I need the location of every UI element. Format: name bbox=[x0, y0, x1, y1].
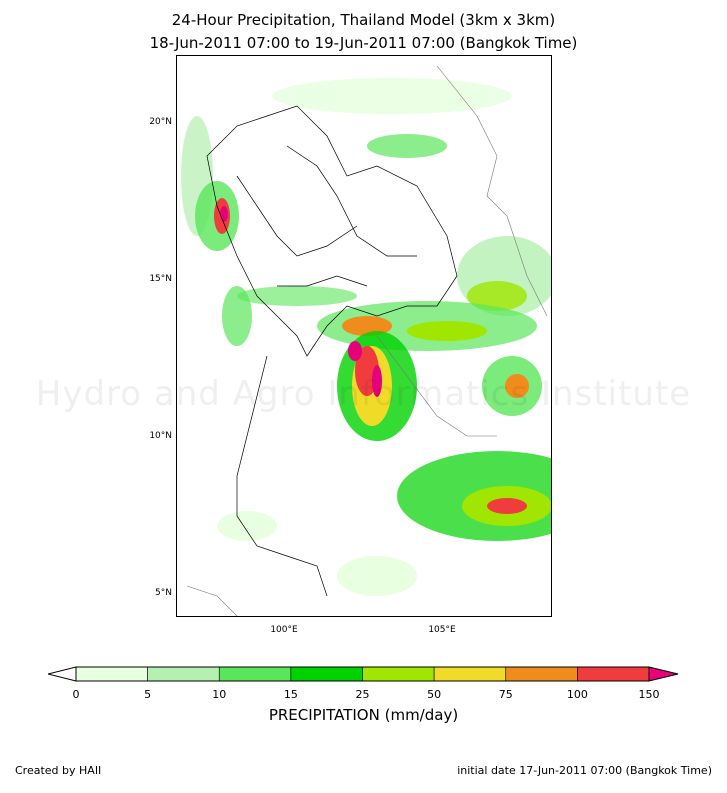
colorbar-tick-label: 150 bbox=[638, 688, 660, 701]
colorbar-segment bbox=[362, 666, 435, 682]
lat-label-15n: 15°N bbox=[149, 274, 172, 284]
colorbar-tick-label: 100 bbox=[566, 688, 588, 701]
initial-date-text: initial date 17-Jun-2011 07:00 (Bangkok … bbox=[457, 764, 712, 777]
watermark-text: Hydro and Agro Informatics Institute bbox=[35, 374, 692, 414]
lat-label-10n: 10°N bbox=[149, 431, 172, 441]
colorbar-min-arrow bbox=[48, 666, 77, 682]
lat-label-5n: 5°N bbox=[155, 588, 172, 598]
colorbar-tick-label: 0 bbox=[72, 688, 80, 701]
colorbar-segments bbox=[75, 666, 650, 682]
colorbar-segment bbox=[218, 666, 292, 682]
colorbar-label: PRECIPITATION (mm/day) bbox=[268, 706, 459, 724]
colorbar-segment bbox=[505, 666, 578, 682]
colorbar-tick-label: 75 bbox=[498, 688, 513, 701]
lon-label-100e: 100°E bbox=[270, 625, 298, 635]
colorbar-segment bbox=[577, 666, 650, 682]
colorbar-max-arrow bbox=[648, 666, 679, 682]
created-by-text: Created by HAII bbox=[15, 764, 102, 777]
colorbar-segment bbox=[147, 666, 220, 682]
colorbar-segment bbox=[290, 666, 363, 682]
lon-label-105e: 105°E bbox=[428, 625, 456, 635]
colorbar bbox=[48, 666, 679, 682]
colorbar-tick-label: 25 bbox=[355, 688, 370, 701]
colorbar-segment bbox=[75, 666, 148, 682]
coastline bbox=[186, 65, 548, 616]
chart-title: 24-Hour Precipitation, Thailand Model (3… bbox=[171, 11, 556, 29]
lat-label-20n: 20°N bbox=[149, 117, 172, 127]
colorbar-tick-label: 10 bbox=[212, 688, 227, 701]
precipitation-layer bbox=[181, 78, 551, 596]
border-lines bbox=[206, 105, 458, 597]
colorbar-tick-label: 15 bbox=[283, 688, 298, 701]
colorbar-tick-label: 5 bbox=[144, 688, 152, 701]
precipitation-map bbox=[176, 55, 552, 617]
colorbar-tick-label: 50 bbox=[427, 688, 442, 701]
colorbar-segment bbox=[433, 666, 507, 682]
chart-subtitle: 18-Jun-2011 07:00 to 19-Jun-2011 07:00 (… bbox=[149, 34, 578, 52]
map-canvas bbox=[181, 65, 551, 616]
